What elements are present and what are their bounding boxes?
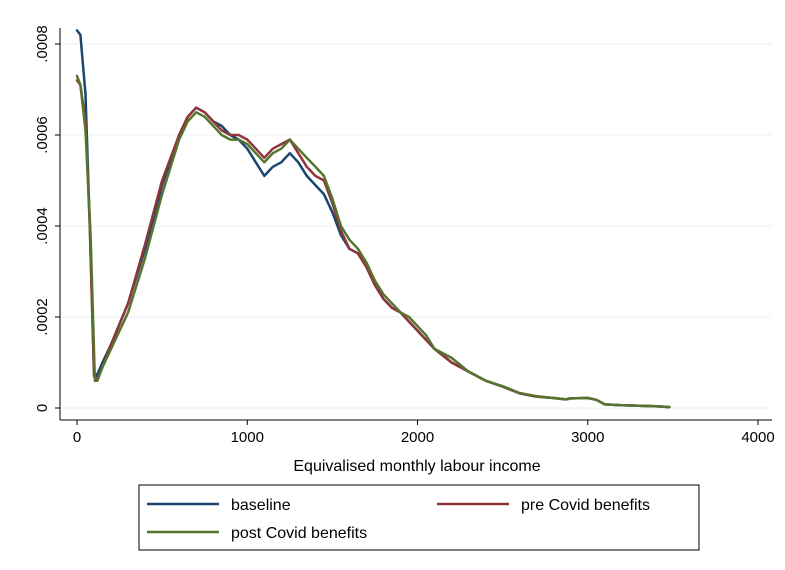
series-line-post-covid-benefits — [75, 74, 671, 409]
y-tick-label: 0 — [34, 404, 51, 412]
x-tick-label: 4000 — [741, 429, 774, 446]
x-tick-label: 0 — [73, 429, 81, 446]
plot-area — [60, 28, 772, 420]
y-tick-label: .0008 — [34, 25, 51, 63]
y-tick-label: .0002 — [34, 298, 51, 336]
legend: baseline pre Covid benefits post Covid ben… — [138, 484, 700, 551]
axes — [59, 28, 772, 421]
y-tick-label: .0006 — [34, 116, 51, 154]
tick-marks: 0 .0002 .0004 .0006 .0008 0 1000 2000 3000 4000 — [34, 25, 775, 446]
series-lines — [75, 29, 671, 409]
legend-label-baseline: baseline — [231, 497, 291, 514]
legend-label-pre-covid-benefits: pre Covid benefits — [521, 497, 650, 514]
x-tick-label: 2000 — [401, 429, 434, 446]
y-tick-label: .0004 — [34, 207, 51, 245]
x-tick-label: 3000 — [571, 429, 604, 446]
x-tick-label: 1000 — [231, 429, 264, 446]
legend-label-post-covid-benefits: post Covid benefits — [231, 525, 367, 542]
x-axis-title: Equivalised monthly labour income — [293, 458, 540, 475]
legend-box — [138, 484, 700, 551]
